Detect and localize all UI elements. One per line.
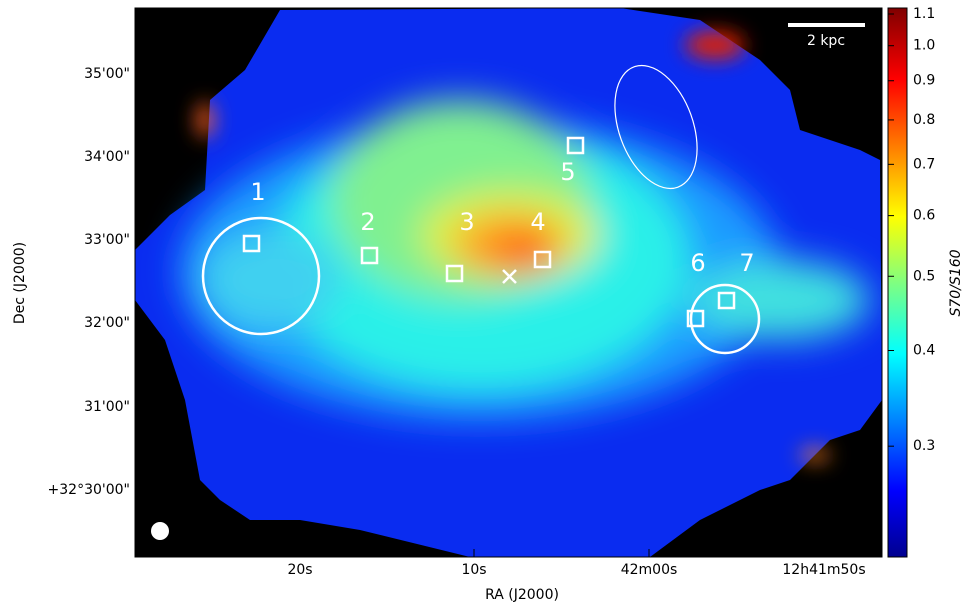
region-label: 6 [690, 249, 705, 277]
y-tick-label: 32'00" [84, 315, 130, 331]
plot-frame [134, 7, 883, 558]
x-tick-label: 20s [287, 562, 312, 578]
colorbar-tick-label: 0.9 [913, 73, 935, 89]
map [135, 8, 882, 557]
x-tick-label: 12h41m50s [782, 562, 865, 578]
region-label: 7 [739, 249, 754, 277]
y-tick-label: 33'00" [84, 232, 130, 248]
regions [201, 23, 865, 355]
region-label: 3 [459, 208, 474, 236]
colorbar-tick-label: 0.6 [913, 208, 935, 224]
region-label: 4 [530, 208, 545, 236]
y-label: Dec (J2000) [12, 242, 28, 324]
scale-bar-label: 2 kpc [807, 33, 845, 49]
y-tick-label: 35'00" [84, 66, 130, 82]
colorbar-tick-label: 0.7 [913, 156, 935, 172]
colorbar-tick-label: 0.8 [913, 112, 935, 128]
region-label: 1 [250, 178, 265, 206]
region-label: 2 [360, 208, 375, 236]
colorbar-tick-label: 0.5 [913, 268, 935, 284]
colorbar-tick-label: 1.1 [913, 6, 935, 22]
x-tick-label: 10s [461, 562, 486, 578]
colorbar [887, 7, 908, 558]
beam [151, 522, 169, 540]
colorbar-label: S70/S160 [948, 249, 964, 316]
x-tick-label: 42m00s [621, 562, 678, 578]
y-tick-label: 34'00" [84, 149, 130, 165]
colorbar-tick-label: 1.0 [913, 38, 935, 54]
y-tick-label: +32°30'00" [48, 482, 130, 498]
colorbar-tick-label: 0.3 [913, 438, 935, 454]
x-label: RA (J2000) [485, 587, 559, 603]
region-label: 5 [560, 158, 575, 186]
colorbar-tick-label: 0.4 [913, 342, 935, 358]
y-tick-label: 31'00" [84, 399, 130, 415]
